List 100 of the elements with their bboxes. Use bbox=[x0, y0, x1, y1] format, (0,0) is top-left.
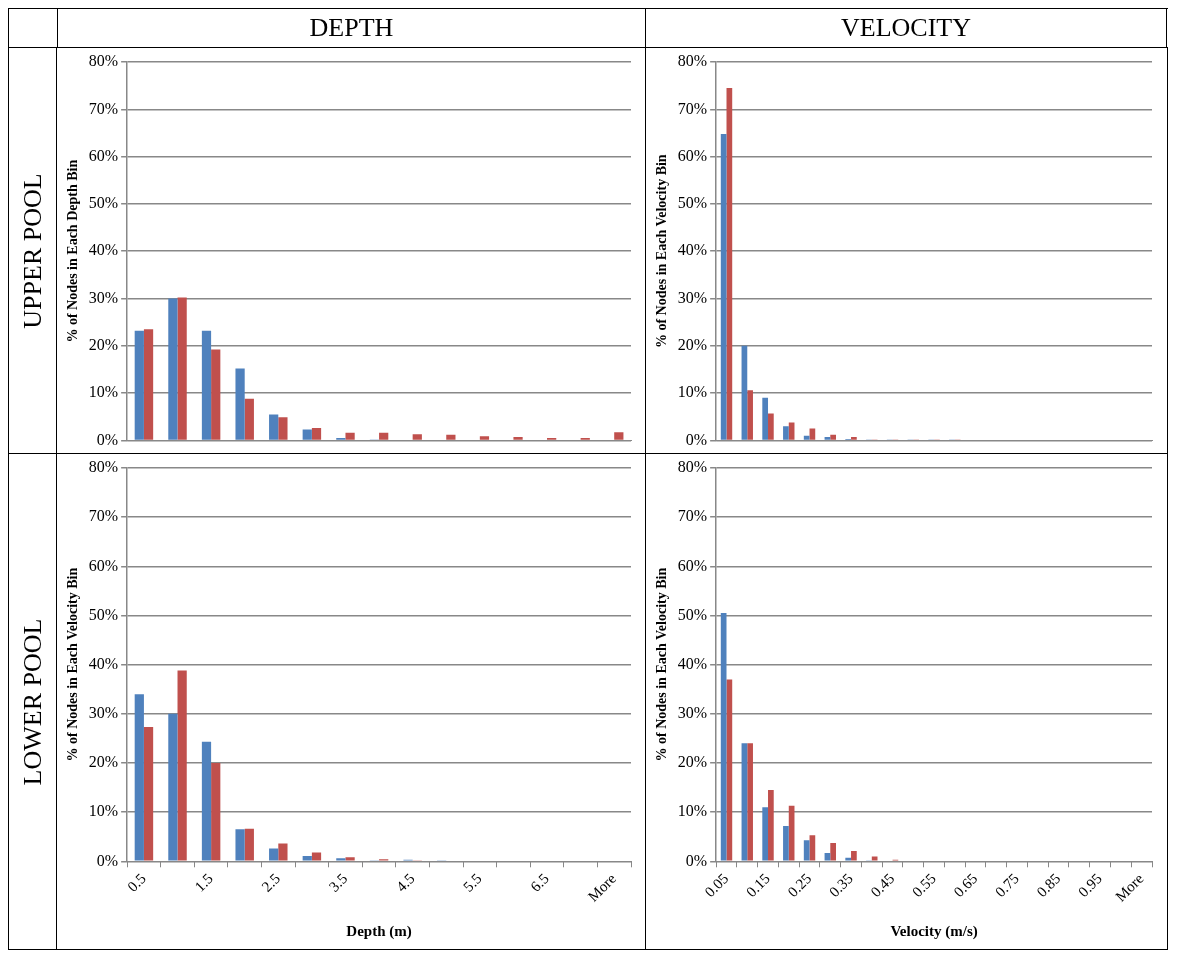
bar bbox=[513, 437, 523, 440]
x-tick-label: 0.85 bbox=[1033, 870, 1064, 901]
x-tick-label: 5.5 bbox=[460, 870, 485, 895]
bar bbox=[269, 848, 279, 861]
bar bbox=[134, 694, 144, 861]
bar bbox=[783, 426, 789, 440]
y-tick-label: 40% bbox=[88, 241, 119, 259]
y-tick-label: 30% bbox=[677, 288, 708, 306]
bar bbox=[824, 852, 831, 861]
bar bbox=[783, 825, 789, 861]
y-axis-title: % of Nodes in Each Velocity Bin bbox=[65, 567, 81, 762]
text: LOWER POOL bbox=[17, 618, 48, 785]
y-tick-label: 70% bbox=[88, 507, 119, 525]
y-axis-title: % of Nodes in Each Velocity Bin bbox=[654, 567, 670, 762]
x-tick-label: 3.5 bbox=[325, 870, 351, 895]
x-tick-label: 0.65 bbox=[950, 870, 981, 901]
x-tick-label: 0.25 bbox=[784, 870, 815, 901]
bar bbox=[244, 398, 254, 440]
bar bbox=[803, 435, 810, 440]
chart-title: VELOCITY bbox=[646, 9, 1167, 47]
y-tick-label: 70% bbox=[677, 507, 708, 525]
y-tick-label: 80% bbox=[88, 458, 119, 476]
y-tick-label: 40% bbox=[88, 654, 119, 672]
x-tick-label: 0.75 bbox=[992, 870, 1022, 901]
bar bbox=[614, 432, 624, 440]
bar bbox=[311, 852, 322, 861]
bar bbox=[762, 807, 769, 861]
bar bbox=[830, 843, 836, 861]
bar bbox=[143, 329, 154, 440]
bar bbox=[235, 829, 245, 861]
y-tick-label: 0% bbox=[685, 430, 708, 448]
bar bbox=[302, 429, 312, 440]
bar bbox=[830, 434, 836, 440]
bar bbox=[446, 434, 456, 440]
y-tick-label: 20% bbox=[88, 753, 119, 771]
bar bbox=[177, 670, 187, 861]
y-tick-label: 10% bbox=[88, 383, 119, 401]
bar bbox=[244, 828, 254, 861]
x-tick-label: 2.5 bbox=[258, 870, 284, 895]
bar bbox=[311, 428, 322, 440]
y-axis-title: % of Nodes in Each Depth Bin bbox=[65, 159, 81, 343]
bar bbox=[803, 840, 810, 861]
y-axis-title: % of Nodes in Each Velocity Bin bbox=[654, 154, 670, 349]
bar bbox=[278, 417, 288, 440]
y-tick-label: 70% bbox=[88, 99, 119, 117]
y-tick-label: 10% bbox=[677, 383, 708, 401]
y-tick-label: 20% bbox=[677, 336, 708, 353]
y-tick-label: 80% bbox=[677, 52, 708, 70]
bar bbox=[302, 855, 312, 861]
bar bbox=[269, 414, 279, 440]
bar bbox=[143, 727, 154, 861]
bar bbox=[720, 613, 727, 861]
y-tick-label: 60% bbox=[88, 556, 119, 574]
y-tick-label: 50% bbox=[677, 194, 708, 212]
bar bbox=[747, 390, 753, 440]
y-tick-label: 50% bbox=[677, 605, 708, 623]
x-tick-label: 0.05 bbox=[701, 870, 732, 901]
bar bbox=[479, 436, 490, 440]
bar bbox=[768, 790, 774, 861]
x-tick-label: 0.15 bbox=[743, 870, 773, 901]
y-tick-label: 30% bbox=[88, 288, 119, 306]
y-tick-label: 60% bbox=[677, 556, 708, 574]
bar bbox=[747, 743, 753, 861]
chart-title: DEPTH bbox=[57, 9, 646, 47]
bar bbox=[278, 843, 288, 861]
y-tick-label: 10% bbox=[677, 802, 708, 820]
x-axis-title: Depth (m) bbox=[346, 922, 412, 940]
y-tick-label: 30% bbox=[677, 704, 708, 722]
bar bbox=[845, 857, 852, 861]
bar bbox=[412, 434, 422, 440]
bar bbox=[809, 835, 816, 861]
bar bbox=[720, 133, 727, 440]
x-axis-title: Velocity (m/s) bbox=[890, 922, 978, 940]
bar bbox=[211, 762, 221, 861]
y-tick-label: 30% bbox=[88, 704, 119, 722]
bar bbox=[201, 330, 212, 440]
x-tick-label: 0.5 bbox=[124, 870, 149, 895]
x-tick-label: 0.55 bbox=[909, 870, 939, 901]
y-tick-label: 50% bbox=[88, 605, 119, 623]
bar bbox=[177, 297, 187, 440]
bar bbox=[871, 856, 878, 861]
y-tick-label: 0% bbox=[96, 430, 119, 448]
bar bbox=[851, 850, 857, 861]
bar bbox=[211, 349, 221, 440]
x-tick-label: 1.5 bbox=[191, 870, 217, 895]
y-tick-label: 0% bbox=[685, 851, 708, 869]
x-tick-label: 0.95 bbox=[1075, 870, 1106, 901]
y-tick-label: 40% bbox=[677, 654, 708, 672]
bar bbox=[336, 858, 346, 861]
x-tick-label: 6.5 bbox=[527, 870, 552, 895]
bar bbox=[168, 298, 178, 440]
bar bbox=[201, 741, 212, 861]
y-tick-label: 20% bbox=[88, 336, 119, 353]
text: UPPER POOL bbox=[17, 172, 48, 329]
bar bbox=[762, 397, 769, 440]
x-tick-label: 0.35 bbox=[826, 870, 856, 901]
y-tick-label: 50% bbox=[88, 194, 119, 212]
x-tick-label: 0.45 bbox=[867, 870, 898, 901]
y-tick-label: 70% bbox=[677, 99, 708, 117]
y-tick-label: 0% bbox=[96, 851, 119, 869]
